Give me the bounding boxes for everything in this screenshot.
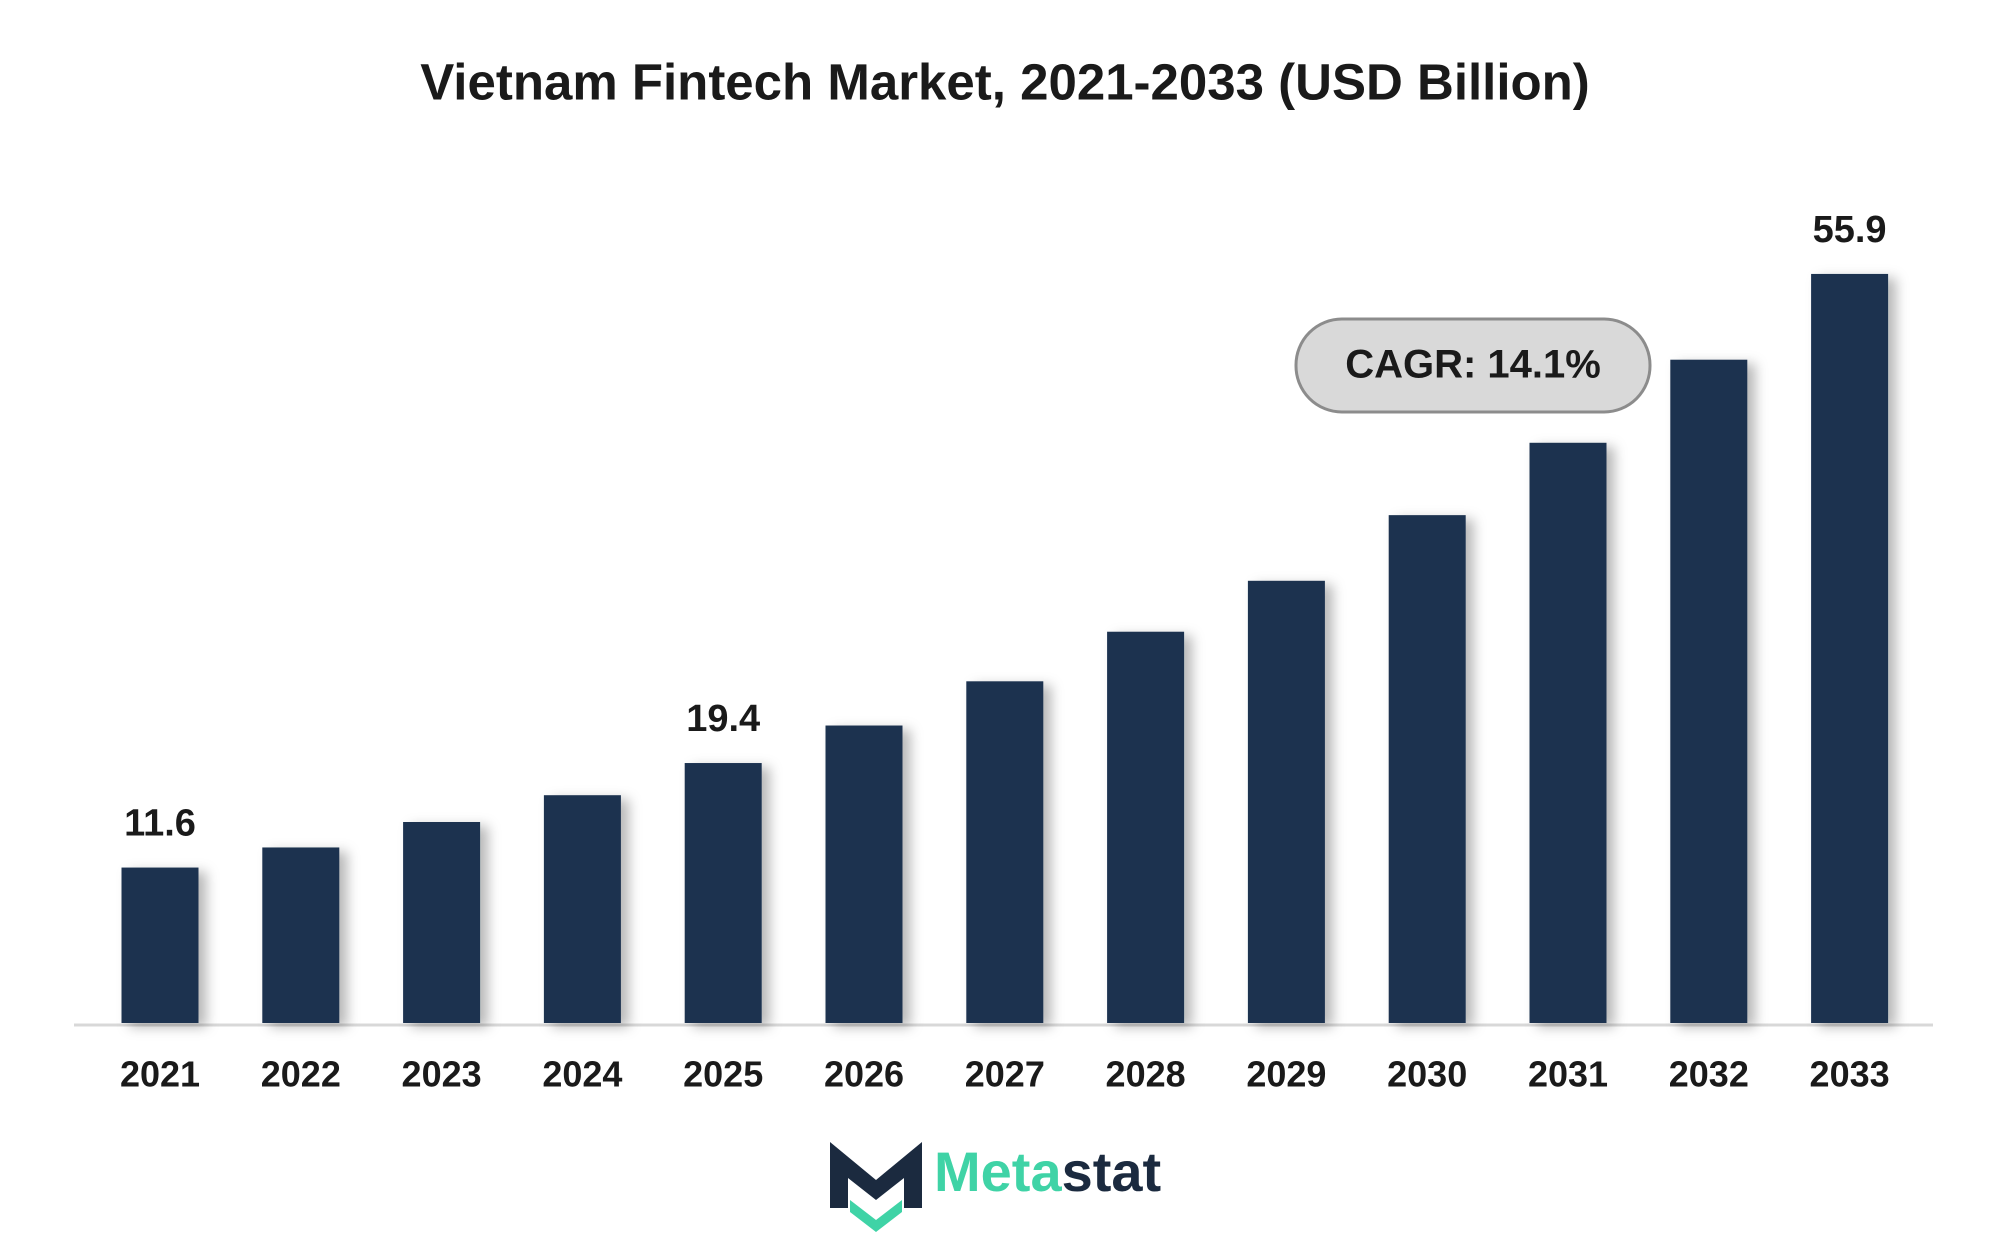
annotation-box [1294, 317, 1652, 414]
x-tick-label: 2031 [1528, 1054, 1608, 1095]
bar [825, 725, 903, 1023]
bar [684, 763, 762, 1023]
bar [1670, 359, 1748, 1023]
annotation: CAGR: 14.1% [1345, 343, 1601, 387]
x-tick-label: 2021 [120, 1054, 200, 1095]
logo-text-part: Meta [934, 1140, 1062, 1203]
x-tick-label: 2024 [542, 1054, 622, 1095]
value-label: 19.4 [686, 698, 760, 740]
logo-text: Metastat [934, 1140, 1161, 1203]
bar [1107, 631, 1185, 1023]
bar [1811, 273, 1889, 1023]
x-tick-label: 2028 [1106, 1054, 1186, 1095]
x-tick-label: 2026 [824, 1054, 904, 1095]
x-tick-label: 2032 [1669, 1054, 1749, 1095]
bar [262, 847, 340, 1023]
x-tick-label: 2025 [683, 1054, 763, 1095]
bar [1529, 442, 1607, 1023]
bar [543, 795, 621, 1023]
value-label: 55.9 [1813, 209, 1887, 251]
bar [1247, 580, 1325, 1023]
x-tick-label: 2033 [1810, 1054, 1890, 1095]
logo-icon-accent [850, 1200, 902, 1232]
x-tick-label: 2022 [261, 1054, 341, 1095]
logo-text-part: stat [1062, 1140, 1162, 1203]
value-label: 11.6 [124, 803, 196, 845]
x-tick-label: 2027 [965, 1054, 1045, 1095]
bar [966, 681, 1044, 1023]
chart-title: Vietnam Fintech Market, 2021-2033 (USD B… [420, 53, 1590, 110]
logo: Metastat [830, 1140, 1161, 1232]
x-tick-label: 2029 [1246, 1054, 1326, 1095]
logo-icon [830, 1142, 922, 1208]
bar [121, 867, 199, 1023]
x-tick-label: 2023 [402, 1054, 482, 1095]
x-tick-label: 2030 [1387, 1054, 1467, 1095]
bar [1388, 515, 1466, 1023]
bar [403, 822, 481, 1023]
